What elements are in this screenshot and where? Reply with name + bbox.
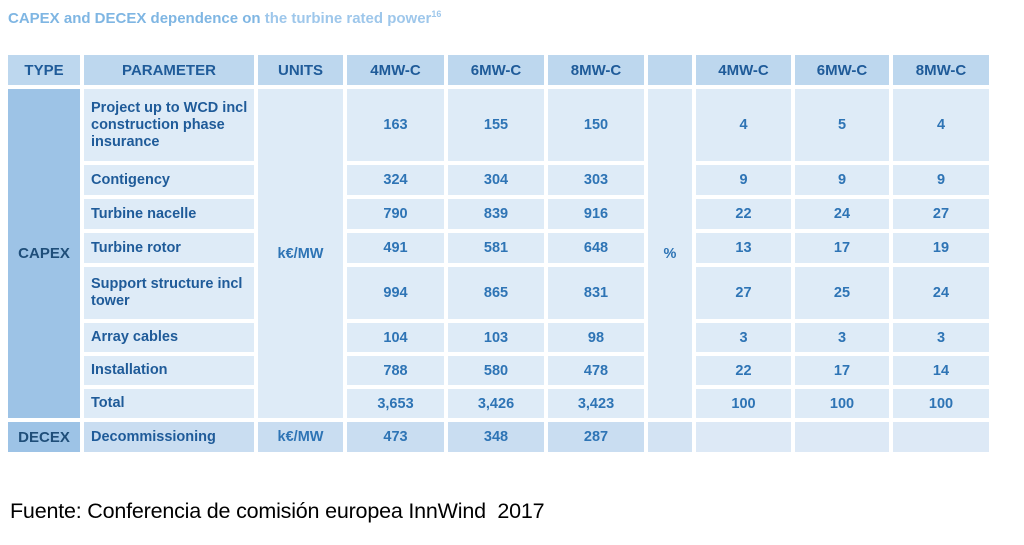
pct-cell: 100: [893, 389, 989, 418]
source-caption: Fuente: Conferencia de comisión europea …: [10, 499, 545, 523]
title-footnote: 16: [431, 9, 442, 19]
value-cell: 648: [548, 233, 644, 263]
decex-type-cell: DECEX: [8, 422, 80, 452]
table-row: Installation 788 580 478 22 17 14: [8, 356, 989, 385]
table-row: Support structure incl tower 994 865 831…: [8, 267, 989, 319]
table-row: Array cables 104 103 98 3 3 3: [8, 323, 989, 352]
value-cell: 303: [548, 165, 644, 195]
pct-cell: 22: [696, 356, 791, 385]
value-cell: 163: [347, 89, 444, 161]
header-parameter: PARAMETER: [84, 55, 254, 85]
value-cell: 155: [448, 89, 544, 161]
value-cell: 994: [347, 267, 444, 319]
pct-cell: 9: [893, 165, 989, 195]
pct-cell: 4: [696, 89, 791, 161]
value-cell: 865: [448, 267, 544, 319]
param-cell: Turbine rotor: [84, 233, 254, 263]
pct-cell: 22: [696, 199, 791, 229]
table-row-decex: DECEX Decommissioning k€/MW 473 348 287: [8, 422, 989, 452]
capex-decex-table: TYPE PARAMETER UNITS 4MW-C 6MW-C 8MW-C 4…: [4, 51, 993, 456]
page-title: CAPEX and DECEX dependence on the turbin…: [8, 5, 441, 28]
table-row: Turbine nacelle 790 839 916 22 24 27: [8, 199, 989, 229]
pct-cell: 13: [696, 233, 791, 263]
param-cell: Installation: [84, 356, 254, 385]
value-cell: 3,426: [448, 389, 544, 418]
value-cell: 831: [548, 267, 644, 319]
value-cell: 324: [347, 165, 444, 195]
pct-cell: 27: [696, 267, 791, 319]
value-cell: 788: [347, 356, 444, 385]
header-8mwc-abs: 8MW-C: [548, 55, 644, 85]
pct-cell: 9: [696, 165, 791, 195]
value-cell: 3,653: [347, 389, 444, 418]
title-rest: the turbine rated power: [260, 10, 432, 27]
pct-cell: 3: [696, 323, 791, 352]
table-row: CAPEX Project up to WCD incl constructio…: [8, 89, 989, 418]
value-cell: 478: [548, 356, 644, 385]
value-cell: 3,423: [548, 389, 644, 418]
pct-cell-empty: [893, 422, 989, 452]
param-cell: Project up to WCD incl construction phas…: [84, 89, 254, 161]
header-units: UNITS: [258, 55, 343, 85]
header-4mwc-abs: 4MW-C: [347, 55, 444, 85]
header-8mwc-pct: 8MW-C: [893, 55, 989, 85]
pct-cell: 100: [696, 389, 791, 418]
capex-type-cell: CAPEX: [8, 89, 80, 418]
pct-cell: 19: [893, 233, 989, 263]
decex-spacer-cell: [648, 422, 692, 452]
pct-cell: 17: [795, 233, 889, 263]
value-cell: 790: [347, 199, 444, 229]
title-emphasis: CAPEX and DECEX dependence on: [8, 10, 261, 27]
pct-cell: 3: [795, 323, 889, 352]
param-cell: Contigency: [84, 165, 254, 195]
header-type: TYPE: [8, 55, 80, 85]
pct-cell: 100: [795, 389, 889, 418]
param-cell: Turbine nacelle: [84, 199, 254, 229]
pct-cell: 24: [795, 199, 889, 229]
value-cell: 304: [448, 165, 544, 195]
percent-units-cell: %: [648, 89, 692, 418]
value-cell: 580: [448, 356, 544, 385]
param-cell: Array cables: [84, 323, 254, 352]
pct-cell: 25: [795, 267, 889, 319]
param-cell: Total: [84, 389, 254, 418]
table-row: Turbine rotor 491 581 648 13 17 19: [8, 233, 989, 263]
value-cell: 287: [548, 422, 644, 452]
value-cell: 916: [548, 199, 644, 229]
value-cell: 150: [548, 89, 644, 161]
header-row: TYPE PARAMETER UNITS 4MW-C 6MW-C 8MW-C 4…: [8, 55, 989, 85]
value-cell: 98: [548, 323, 644, 352]
value-cell: 839: [448, 199, 544, 229]
pct-cell: 17: [795, 356, 889, 385]
pct-cell: 27: [893, 199, 989, 229]
header-4mwc-pct: 4MW-C: [696, 55, 791, 85]
pct-cell: 9: [795, 165, 889, 195]
table-row-total: Total 3,653 3,426 3,423 100 100 100: [8, 389, 989, 418]
value-cell: 581: [448, 233, 544, 263]
pct-cell-empty: [795, 422, 889, 452]
value-cell: 103: [448, 323, 544, 352]
pct-cell: 5: [795, 89, 889, 161]
capex-units-cell: k€/MW: [258, 89, 343, 418]
header-6mwc-abs: 6MW-C: [448, 55, 544, 85]
pct-cell-empty: [696, 422, 791, 452]
pct-cell: 24: [893, 267, 989, 319]
pct-cell: 4: [893, 89, 989, 161]
decex-units-cell: k€/MW: [258, 422, 343, 452]
value-cell: 348: [448, 422, 544, 452]
value-cell: 491: [347, 233, 444, 263]
table-row: Contigency 324 304 303 9 9 9: [8, 165, 989, 195]
header-spacer: [648, 55, 692, 85]
header-6mwc-pct: 6MW-C: [795, 55, 889, 85]
pct-cell: 14: [893, 356, 989, 385]
value-cell: 104: [347, 323, 444, 352]
param-cell: Decommissioning: [84, 422, 254, 452]
value-cell: 473: [347, 422, 444, 452]
param-cell: Support structure incl tower: [84, 267, 254, 319]
pct-cell: 3: [893, 323, 989, 352]
